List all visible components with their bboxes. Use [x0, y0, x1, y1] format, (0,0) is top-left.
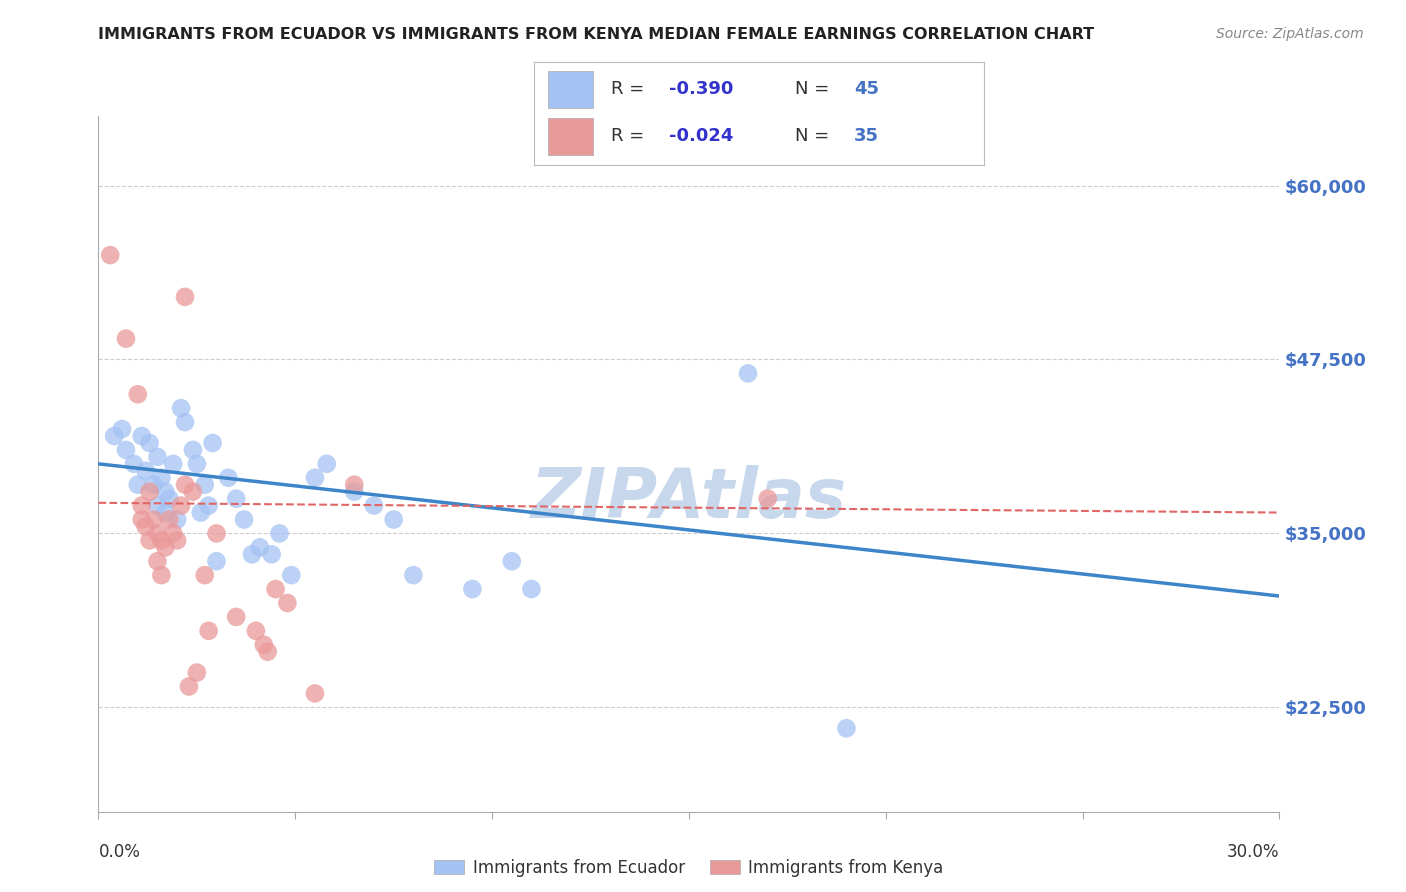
Point — [131, 499, 153, 513]
Point — [157, 491, 180, 506]
Text: Source: ZipAtlas.com: Source: ZipAtlas.com — [1216, 27, 1364, 41]
Point — [253, 638, 276, 652]
Point — [194, 477, 217, 491]
Point — [155, 541, 177, 555]
Point — [177, 680, 200, 694]
Point — [225, 610, 247, 624]
Point — [382, 512, 405, 526]
Text: 35: 35 — [853, 128, 879, 145]
Text: 30.0%: 30.0% — [1227, 843, 1279, 861]
Point — [304, 471, 326, 485]
FancyBboxPatch shape — [548, 70, 593, 108]
Point — [170, 401, 193, 416]
Point — [190, 506, 212, 520]
Point — [260, 547, 283, 561]
Point — [131, 429, 153, 443]
Point — [115, 332, 138, 346]
Point — [122, 457, 145, 471]
Point — [756, 491, 779, 506]
Point — [146, 526, 169, 541]
Point — [276, 596, 298, 610]
Text: N =: N = — [796, 80, 835, 98]
Point — [181, 442, 204, 457]
Point — [264, 582, 287, 596]
Point — [103, 429, 125, 443]
Point — [201, 436, 224, 450]
Point — [174, 290, 197, 304]
Text: 0.0%: 0.0% — [98, 843, 141, 861]
Point — [217, 471, 239, 485]
Text: R =: R = — [610, 128, 650, 145]
Point — [142, 477, 165, 491]
Point — [146, 499, 169, 513]
Point — [256, 645, 278, 659]
Point — [150, 533, 173, 548]
Point — [155, 484, 177, 499]
Point — [131, 512, 153, 526]
Point — [186, 457, 208, 471]
Point — [249, 541, 271, 555]
Point — [197, 499, 219, 513]
Point — [127, 387, 149, 401]
Point — [233, 512, 256, 526]
Point — [501, 554, 523, 568]
Point — [135, 519, 157, 533]
Point — [240, 547, 263, 561]
Point — [166, 512, 188, 526]
Text: IMMIGRANTS FROM ECUADOR VS IMMIGRANTS FROM KENYA MEDIAN FEMALE EARNINGS CORRELAT: IMMIGRANTS FROM ECUADOR VS IMMIGRANTS FR… — [98, 27, 1094, 42]
Point — [157, 512, 180, 526]
Point — [174, 415, 197, 429]
Point — [181, 484, 204, 499]
Point — [166, 533, 188, 548]
Point — [162, 526, 184, 541]
Point — [138, 533, 160, 548]
Point — [155, 506, 177, 520]
Point — [835, 721, 858, 735]
Point — [343, 477, 366, 491]
Point — [170, 499, 193, 513]
Text: R =: R = — [610, 80, 650, 98]
Text: 45: 45 — [853, 80, 879, 98]
Legend: Immigrants from Ecuador, Immigrants from Kenya: Immigrants from Ecuador, Immigrants from… — [427, 852, 950, 883]
Point — [225, 491, 247, 506]
Point — [146, 554, 169, 568]
Point — [205, 526, 228, 541]
Point — [194, 568, 217, 582]
Point — [402, 568, 425, 582]
Point — [111, 422, 134, 436]
Point — [737, 367, 759, 381]
Point — [138, 484, 160, 499]
Point — [135, 464, 157, 478]
Point — [127, 477, 149, 491]
Text: N =: N = — [796, 128, 835, 145]
Point — [315, 457, 337, 471]
Point — [98, 248, 121, 262]
Point — [520, 582, 543, 596]
Point — [142, 512, 165, 526]
Point — [115, 442, 138, 457]
Point — [150, 568, 173, 582]
Point — [304, 686, 326, 700]
Point — [138, 436, 160, 450]
Point — [186, 665, 208, 680]
Point — [363, 499, 385, 513]
Point — [269, 526, 291, 541]
Point — [280, 568, 302, 582]
Point — [162, 457, 184, 471]
Text: -0.390: -0.390 — [669, 80, 734, 98]
FancyBboxPatch shape — [548, 118, 593, 155]
Text: -0.024: -0.024 — [669, 128, 734, 145]
Point — [245, 624, 267, 638]
Point — [146, 450, 169, 464]
Point — [150, 471, 173, 485]
Point — [205, 554, 228, 568]
Point — [174, 477, 197, 491]
Point — [461, 582, 484, 596]
Point — [197, 624, 219, 638]
Point — [343, 484, 366, 499]
Text: ZIPAtlas: ZIPAtlas — [531, 465, 846, 533]
